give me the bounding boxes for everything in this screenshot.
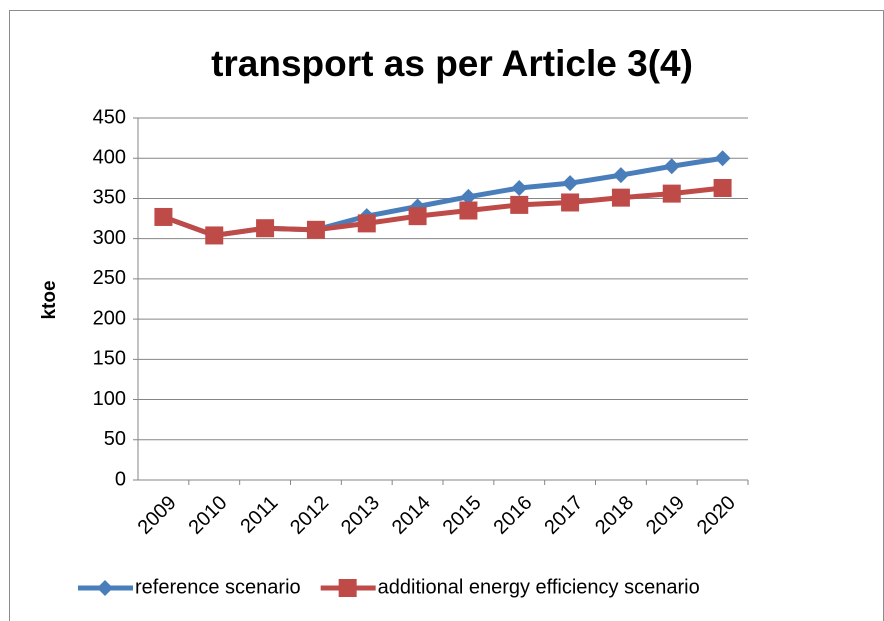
y-tick-label: 200 bbox=[93, 307, 126, 329]
y-tick-label: 250 bbox=[93, 267, 126, 289]
data-point bbox=[459, 201, 478, 220]
legend-label: additional energy efficiency scenario bbox=[378, 576, 700, 598]
data-point bbox=[510, 195, 529, 214]
chart-frame bbox=[9, 10, 884, 621]
legend-label: reference scenario bbox=[135, 576, 301, 598]
legend-marker bbox=[338, 579, 357, 597]
data-point bbox=[306, 220, 325, 239]
y-tick-label: 0 bbox=[115, 468, 126, 490]
data-point bbox=[561, 193, 580, 212]
data-point bbox=[611, 188, 630, 207]
data-point bbox=[713, 178, 732, 197]
y-tick-label: 50 bbox=[104, 428, 126, 450]
data-point bbox=[612, 167, 629, 184]
data-point bbox=[714, 150, 731, 167]
data-point bbox=[357, 214, 376, 233]
y-tick-label: 150 bbox=[93, 348, 126, 370]
y-tick-label: 300 bbox=[93, 227, 126, 249]
data-point bbox=[408, 207, 427, 226]
legend-marker bbox=[97, 580, 113, 596]
y-tick-label: 400 bbox=[93, 147, 126, 169]
data-point bbox=[154, 207, 173, 226]
y-tick-label: 100 bbox=[93, 388, 126, 410]
chart-title: transport as per Article 3(4) bbox=[211, 43, 693, 84]
data-point bbox=[256, 219, 275, 238]
data-point bbox=[662, 184, 681, 203]
y-axis-label: ktoe bbox=[39, 280, 60, 319]
data-point bbox=[511, 179, 528, 196]
data-point bbox=[663, 158, 680, 175]
y-tick-label: 450 bbox=[93, 106, 126, 128]
data-point bbox=[460, 188, 477, 205]
data-point bbox=[205, 226, 224, 245]
y-tick-label: 350 bbox=[93, 187, 126, 209]
data-point bbox=[562, 175, 579, 192]
